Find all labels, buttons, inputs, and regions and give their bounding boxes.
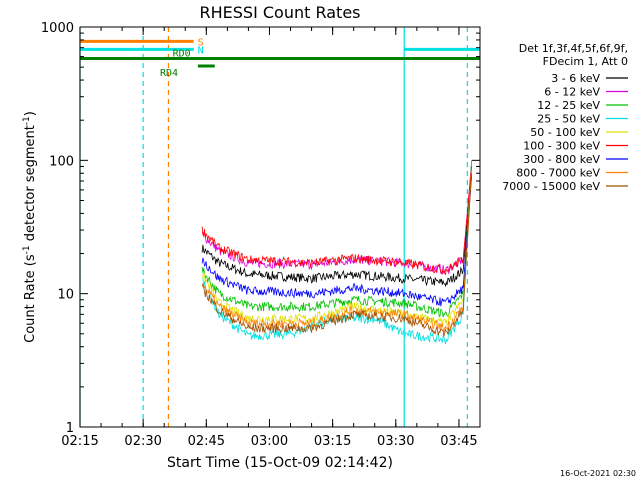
y-axis-label: Count Rate (s-1 detector segment-1) bbox=[22, 111, 38, 343]
series-line bbox=[201, 176, 472, 307]
y-label-superscript: -1 bbox=[22, 116, 32, 125]
legend-label: 100 - 300 keV bbox=[523, 140, 600, 153]
legend-label: 25 - 50 keV bbox=[537, 113, 600, 126]
x-axis-label: Start Time (15-Oct-09 02:14:42) bbox=[167, 455, 393, 471]
plot-frame bbox=[79, 26, 481, 428]
y-tick-label: 100 bbox=[49, 154, 74, 169]
series-line bbox=[201, 163, 472, 276]
x-tick-label: 02:15 bbox=[61, 434, 98, 449]
x-tick-label: 03:00 bbox=[251, 434, 288, 449]
legend-header: FDecim 1, Att 0 bbox=[543, 55, 628, 68]
legend: Det 1f,3f,4f,5f,6f,9f,FDecim 1, Att 0 3 -… bbox=[502, 42, 628, 193]
y-label-part: ) bbox=[23, 111, 38, 116]
annotation-label: RD0 bbox=[173, 49, 191, 60]
y-axis: 1 10 100 1000 bbox=[41, 21, 480, 436]
series-line bbox=[201, 173, 472, 337]
x-tick-label: 03:15 bbox=[314, 434, 351, 449]
legend-label: 7000 - 15000 keV bbox=[502, 180, 600, 193]
legend-label: 50 - 100 keV bbox=[530, 126, 600, 139]
series-line bbox=[201, 166, 472, 276]
annotation-label: RD4 bbox=[160, 68, 178, 79]
plot-area: SN RD0 RD4 bbox=[79, 27, 480, 427]
legend-label: 300 - 800 keV bbox=[523, 153, 600, 166]
legend-label: 6 - 12 keV bbox=[544, 86, 600, 99]
y-label-part: Count Rate (s bbox=[23, 254, 38, 343]
x-tick-label: 02:45 bbox=[188, 434, 225, 449]
series-line bbox=[201, 173, 472, 288]
legend-label: 800 - 7000 keV bbox=[516, 167, 600, 180]
x-tick-label: 03:30 bbox=[377, 434, 414, 449]
series-line bbox=[201, 160, 472, 318]
annotation-label: N bbox=[198, 45, 204, 56]
annotation-label: S bbox=[198, 37, 204, 48]
y-label-superscript: -1 bbox=[22, 245, 32, 254]
x-tick-label: 02:30 bbox=[124, 434, 161, 449]
y-label-part: detector segment bbox=[23, 125, 38, 245]
x-tick-label: 03:45 bbox=[440, 434, 477, 449]
legend-header: Det 1f,3f,4f,5f,6f,9f, bbox=[519, 42, 628, 55]
footer-timestamp: 16-Oct-2021 02:30 bbox=[560, 469, 636, 478]
y-tick-label: 1 bbox=[66, 421, 74, 436]
chart-title: RHESSI Count Rates bbox=[200, 3, 361, 22]
x-axis: 02:15 02:30 02:45 03:00 03:15 03:30 03:45 bbox=[61, 27, 481, 449]
legend-label: 3 - 6 keV bbox=[551, 72, 600, 85]
y-tick-label: 10 bbox=[57, 288, 74, 303]
y-tick-label: 1000 bbox=[41, 21, 74, 36]
legend-label: 12 - 25 keV bbox=[537, 99, 600, 112]
series-line bbox=[201, 169, 472, 333]
